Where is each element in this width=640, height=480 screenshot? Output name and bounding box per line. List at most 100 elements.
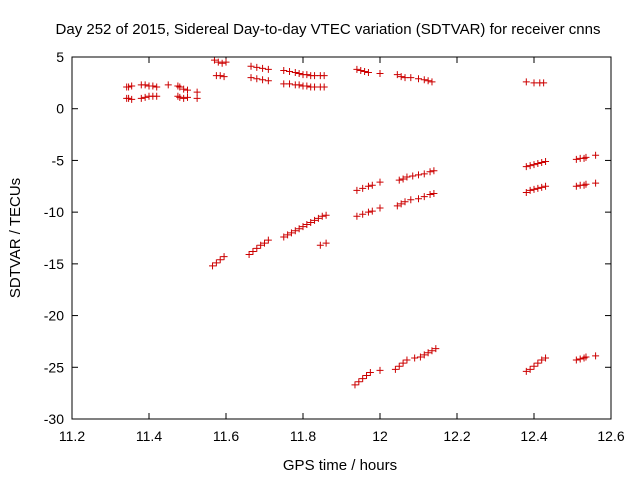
data-point — [368, 181, 376, 189]
data-point — [303, 71, 311, 79]
data-point — [526, 162, 534, 170]
data-point — [428, 347, 436, 355]
data-point — [399, 359, 407, 367]
series-sat-x — [572, 179, 600, 190]
data-point — [582, 353, 590, 361]
data-point — [538, 356, 546, 364]
data-point — [534, 184, 542, 192]
data-point — [522, 163, 530, 171]
data-point — [432, 345, 440, 353]
data-point — [261, 239, 268, 247]
y-axis-label: SDTVAR / TECUs — [7, 178, 24, 298]
data-point — [534, 359, 542, 367]
axis-ticks — [71, 56, 612, 420]
data-point — [430, 167, 438, 175]
data-point — [361, 67, 369, 75]
x-tick-label: 12.4 — [520, 428, 547, 444]
series-sat-p — [316, 239, 330, 249]
data-point — [542, 182, 550, 190]
data-point — [257, 241, 265, 249]
data-point — [216, 256, 224, 264]
data-point — [193, 94, 201, 102]
series-sat-v — [522, 354, 550, 375]
data-point — [359, 184, 367, 192]
data-point — [526, 186, 534, 194]
data-point — [210, 56, 218, 64]
data-point — [149, 82, 157, 90]
data-point — [393, 71, 401, 79]
data-point — [415, 75, 422, 83]
data-point — [180, 85, 188, 93]
data-point — [264, 77, 272, 85]
x-tick-label: 12 — [372, 428, 388, 444]
data-point — [530, 185, 538, 193]
data-point — [397, 200, 405, 208]
data-point — [307, 218, 315, 226]
data-point — [180, 94, 188, 102]
data-point — [426, 191, 434, 199]
data-point — [376, 366, 384, 374]
data-point — [582, 153, 590, 161]
data-point — [407, 74, 415, 82]
data-point — [291, 227, 299, 235]
data-point — [284, 231, 292, 239]
data-point — [320, 72, 328, 80]
data-point — [420, 351, 428, 359]
data-point — [582, 180, 590, 188]
series-sat-w — [572, 151, 600, 163]
data-point — [299, 223, 307, 231]
series-sat-i — [280, 66, 328, 80]
data-point — [592, 352, 600, 360]
data-point — [245, 251, 253, 259]
chart-title: Day 252 of 2015, Sidereal Day-to-day VTE… — [56, 21, 601, 38]
data-point — [286, 80, 294, 88]
data-point — [364, 69, 372, 77]
data-point — [280, 66, 288, 74]
data-point — [428, 78, 436, 86]
x-tick-label: 11.8 — [290, 428, 316, 444]
data-point — [522, 367, 530, 375]
data-point — [572, 182, 580, 190]
data-point — [295, 225, 303, 233]
data-point — [311, 216, 319, 224]
plot-frame — [71, 56, 612, 420]
data-point — [522, 78, 530, 86]
data-point — [411, 354, 419, 362]
y-tick-label: -5 — [52, 152, 65, 168]
data-point — [184, 86, 191, 94]
data-point — [286, 67, 294, 75]
data-point — [184, 93, 191, 101]
y-tick-label: 5 — [56, 49, 64, 65]
data-point — [580, 181, 588, 189]
data-point — [430, 190, 438, 198]
x-tick-label: 12.2 — [443, 428, 470, 444]
data-point — [176, 93, 184, 101]
data-point — [376, 204, 384, 212]
data-point — [295, 70, 303, 78]
y-tick-label: -25 — [44, 359, 64, 375]
data-point — [407, 196, 415, 204]
data-point — [222, 58, 230, 66]
data-point — [391, 365, 399, 373]
data-point — [303, 221, 311, 229]
data-point — [353, 212, 361, 220]
data-point — [397, 73, 405, 81]
data-point — [420, 193, 428, 201]
data-point — [368, 207, 376, 215]
series-sat-m — [522, 78, 548, 87]
series-sat-y — [572, 352, 600, 364]
data-point — [401, 198, 409, 206]
data-point — [538, 158, 546, 166]
data-point — [318, 212, 326, 220]
series-sat-s — [351, 345, 440, 389]
data-point — [364, 208, 372, 216]
data-point — [592, 179, 600, 187]
series-sat-e — [210, 56, 230, 67]
data-point — [403, 356, 411, 364]
x-tick-label: 11.6 — [213, 428, 239, 444]
data-point — [141, 93, 149, 101]
data-point — [295, 81, 303, 89]
data-point — [322, 211, 330, 219]
data-point — [415, 195, 422, 203]
data-point — [359, 375, 367, 383]
